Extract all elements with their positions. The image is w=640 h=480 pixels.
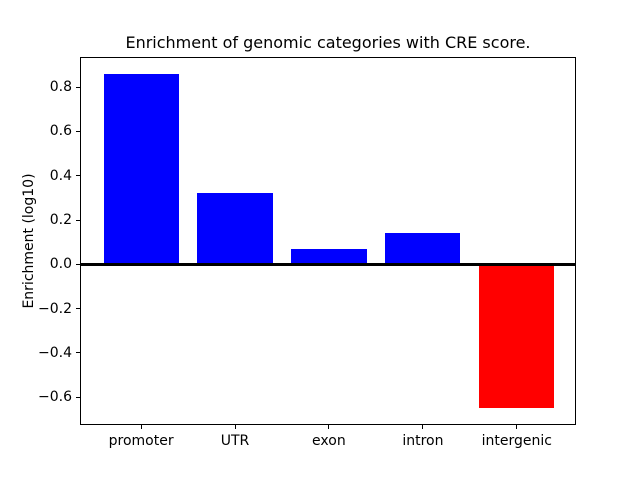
y-tick-label: 0.2	[49, 212, 72, 228]
y-tick-label: −0.4	[38, 344, 72, 361]
y-tick-mark	[76, 263, 80, 265]
y-tick-label: 0.8	[49, 79, 72, 96]
y-tick-mark	[76, 308, 80, 309]
y-tick-label: −0.2	[38, 300, 72, 317]
y-tick-mark	[76, 86, 80, 88]
zero-line	[80, 262, 576, 266]
bar-exon	[291, 248, 367, 265]
bar-promoter	[103, 73, 179, 265]
y-tick-label: 0.0	[49, 256, 72, 273]
x-tick-mark	[234, 425, 236, 429]
x-tick-label-UTR: UTR	[220, 433, 250, 449]
x-tick-mark	[516, 425, 518, 429]
bar-UTR	[197, 193, 273, 265]
x-tick-label-intergenic: intergenic	[481, 433, 552, 449]
bar-intergenic	[479, 264, 555, 409]
x-tick-mark	[328, 425, 330, 429]
chart-title: Enrichment of genomic categories with CR…	[125, 33, 531, 52]
y-tick-mark	[76, 175, 80, 177]
x-tick-mark	[140, 425, 142, 429]
x-tick-label-exon: exon	[312, 433, 346, 449]
y-tick-mark	[76, 130, 80, 132]
y-tick-mark	[76, 352, 80, 354]
y-tick-label: 0.4	[49, 167, 72, 184]
y-tick-mark	[76, 219, 80, 221]
bar-intron	[385, 233, 461, 265]
x-tick-label-intron: intron	[402, 433, 444, 449]
x-tick-label-promoter: promoter	[108, 433, 174, 449]
y-tick-label: 0.6	[49, 123, 72, 140]
y-tick-mark	[76, 396, 80, 398]
y-tick-label: −0.6	[38, 389, 72, 406]
x-tick-mark	[422, 425, 424, 429]
